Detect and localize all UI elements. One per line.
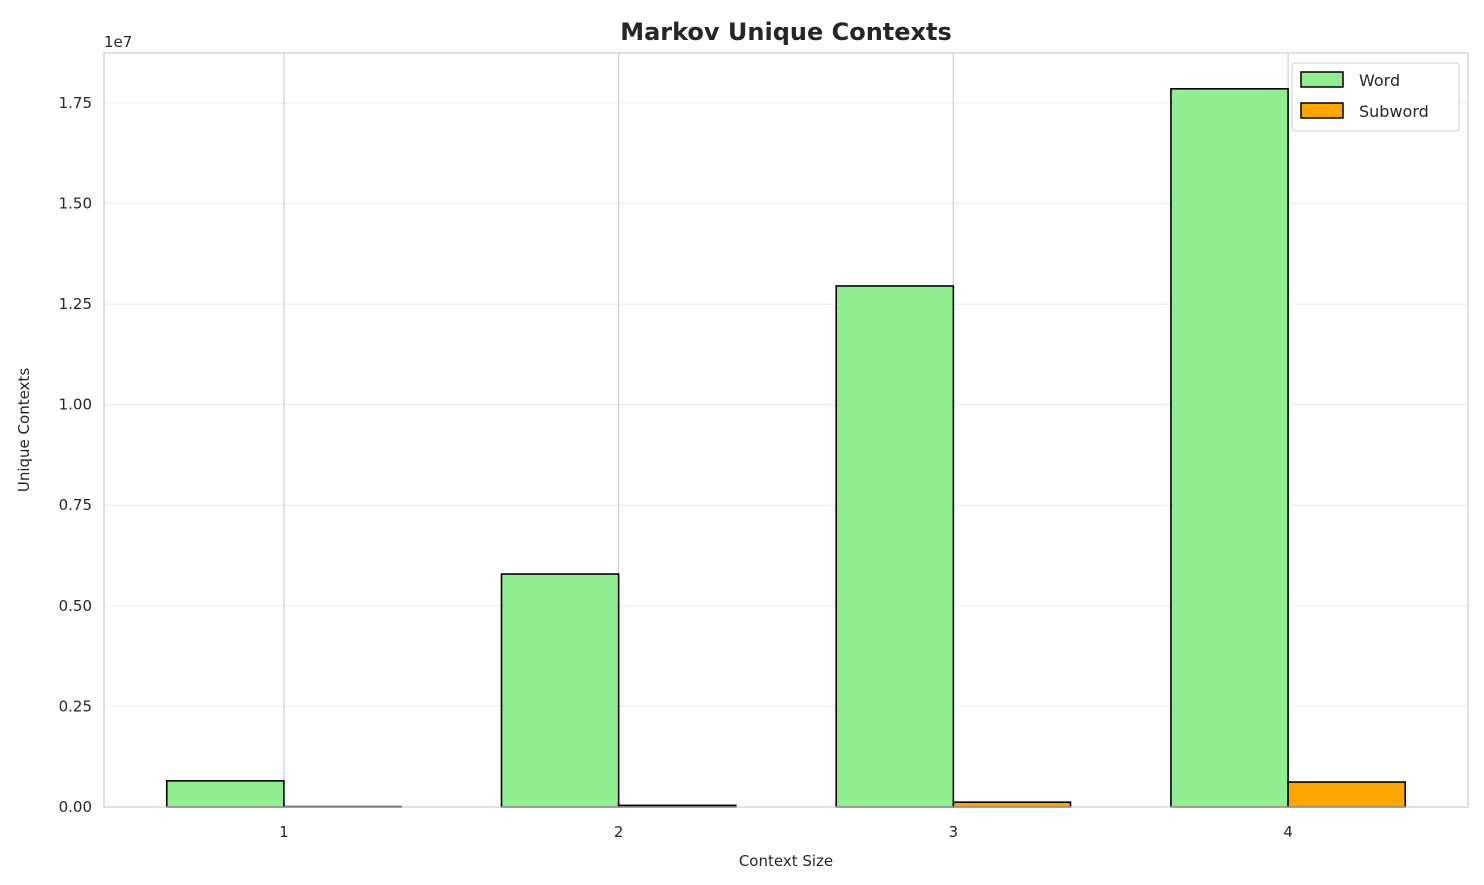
x-tick-label: 1 (279, 823, 289, 841)
x-axis-label: Context Size (739, 852, 833, 870)
y-tick-label: 0.00 (59, 798, 92, 816)
legend-swatch-word (1300, 71, 1344, 88)
bar-word-1 (165, 780, 285, 808)
y-axis-label: Unique Contexts (15, 368, 33, 492)
legend-swatch-subword (1300, 102, 1344, 119)
plot-frame (103, 52, 1469, 808)
bar-subword-4 (1287, 781, 1407, 808)
y-tick-label: 1.50 (59, 194, 92, 212)
bar-word-3 (835, 285, 955, 808)
bar-subword-3 (952, 801, 1072, 808)
y-tick-label: 1.75 (59, 94, 92, 112)
chart-title: Markov Unique Contexts (620, 18, 952, 46)
y-offset-label: 1e7 (104, 33, 132, 51)
y-tick-label: 0.25 (59, 697, 92, 715)
bar-word-4 (1170, 88, 1289, 808)
x-tick-label: 4 (1283, 823, 1293, 841)
x-tick-label: 2 (614, 823, 624, 841)
legend-label-word: Word (1359, 71, 1400, 90)
x-tick-label: 3 (949, 823, 959, 841)
bar-word-2 (500, 573, 620, 808)
legend-label-subword: Subword (1359, 102, 1429, 121)
y-tick-label: 1.25 (59, 295, 92, 313)
y-tick-label: 0.75 (59, 496, 92, 514)
y-tick-label: 0.50 (59, 597, 92, 615)
y-tick-label: 1.00 (59, 396, 92, 414)
